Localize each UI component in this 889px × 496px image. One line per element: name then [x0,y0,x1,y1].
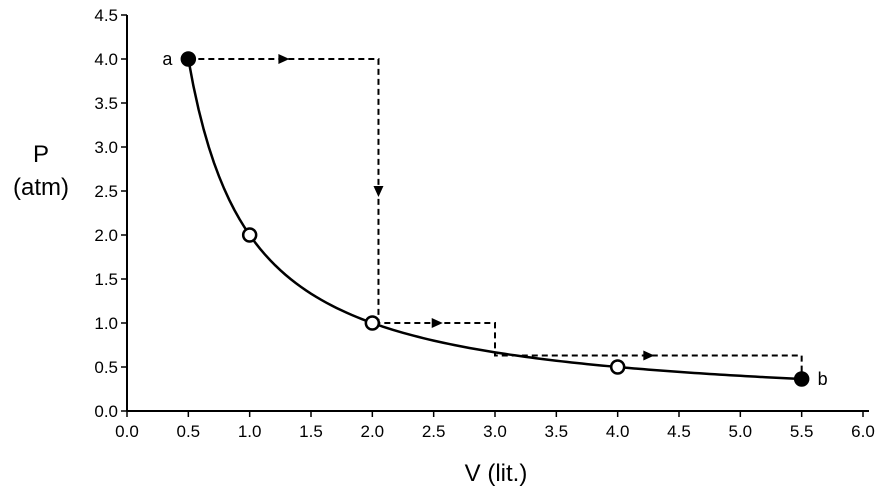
state-point-filled [180,51,197,67]
y-tick-label: 0.5 [94,358,118,377]
state-point-label: a [162,49,173,69]
state-point-filled [793,371,810,387]
y-tick-label: 1.0 [94,314,118,333]
y-tick-label: 4.5 [94,6,118,25]
path-arrow [373,186,384,197]
y-axis-title-line-1: P [33,141,49,168]
y-tick-label: 0.0 [94,402,118,421]
y-tick-label: 3.0 [94,138,118,157]
y-tick-label: 2.5 [94,182,118,201]
y-tick-label: 3.5 [94,94,118,113]
y-tick-label: 4.0 [94,50,118,69]
x-tick-label: 0.0 [115,422,139,441]
x-tick-label: 3.5 [545,422,569,441]
isotherm-curve-layer [187,58,802,381]
x-tick-label: 2.5 [422,422,446,441]
x-tick-label: 0.5 [177,422,201,441]
state-point-open [241,227,258,243]
axes: 0.0 0.5 1.0 1.5 2.0 2.5 3.0 3.5 4.0 4.5 5.0 5.5 6.0 0… [94,6,874,441]
x-tick-label: 6.0 [851,422,875,441]
isotherm-curve [187,58,802,381]
x-tick-label: 4.0 [606,422,630,441]
x-tick-label: 5.5 [790,422,814,441]
path-arrowhead [643,350,655,361]
y-tick-label: 1.5 [94,270,118,289]
x-tick-label: 3.0 [483,422,507,441]
stepped-path [188,58,803,380]
y-tick-label: 2.0 [94,226,118,245]
state-point-open [364,315,381,331]
x-tick-label: 4.5 [667,422,691,441]
state-point-label: b [818,369,828,389]
state-markers: ab [162,49,827,389]
x-tick-label: 1.5 [299,422,323,441]
y-axis-title-line-2: (atm) [13,174,69,201]
x-tick-label: 5.0 [729,422,753,441]
path-arrowhead [373,186,384,197]
path-arrow [431,318,443,328]
x-tick-label: 2.0 [361,422,385,441]
path-arrowhead [278,54,290,64]
path-arrow [278,54,290,64]
path-arrowhead [431,318,443,328]
x-tick-label: 1.0 [238,422,262,441]
stepped-path-layer [188,54,803,380]
x-axis-title: V (lit.) [465,460,528,487]
state-point-open [609,359,626,375]
path-arrow [643,350,655,361]
